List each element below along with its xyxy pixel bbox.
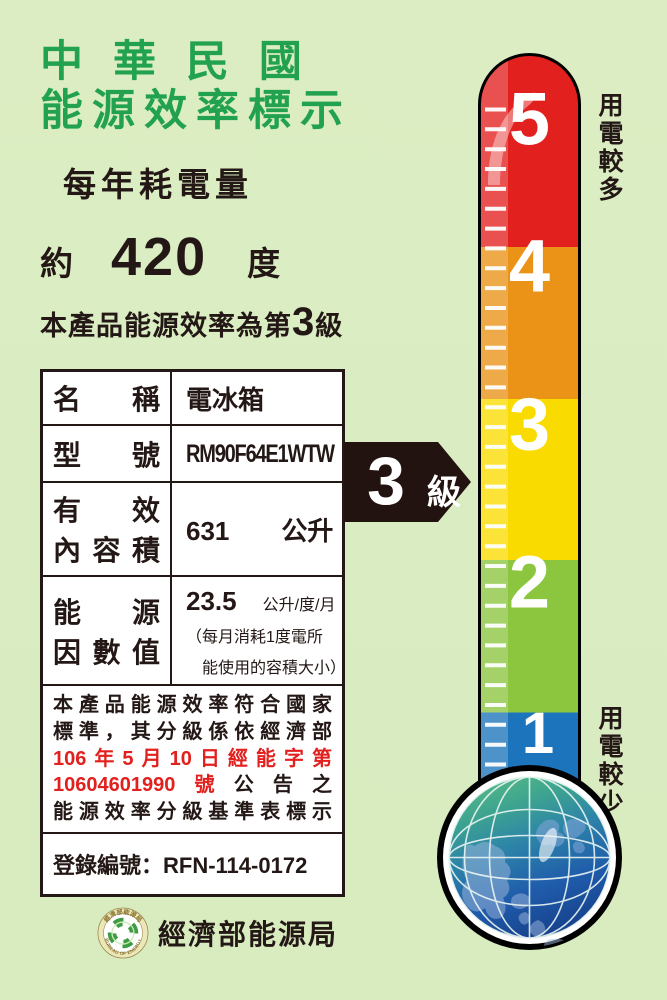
svg-text:2: 2	[509, 541, 550, 624]
svg-text:3: 3	[509, 383, 550, 466]
svg-text:1: 1	[522, 701, 554, 766]
svg-text:4: 4	[509, 225, 550, 308]
svg-text:3: 3	[367, 443, 405, 519]
